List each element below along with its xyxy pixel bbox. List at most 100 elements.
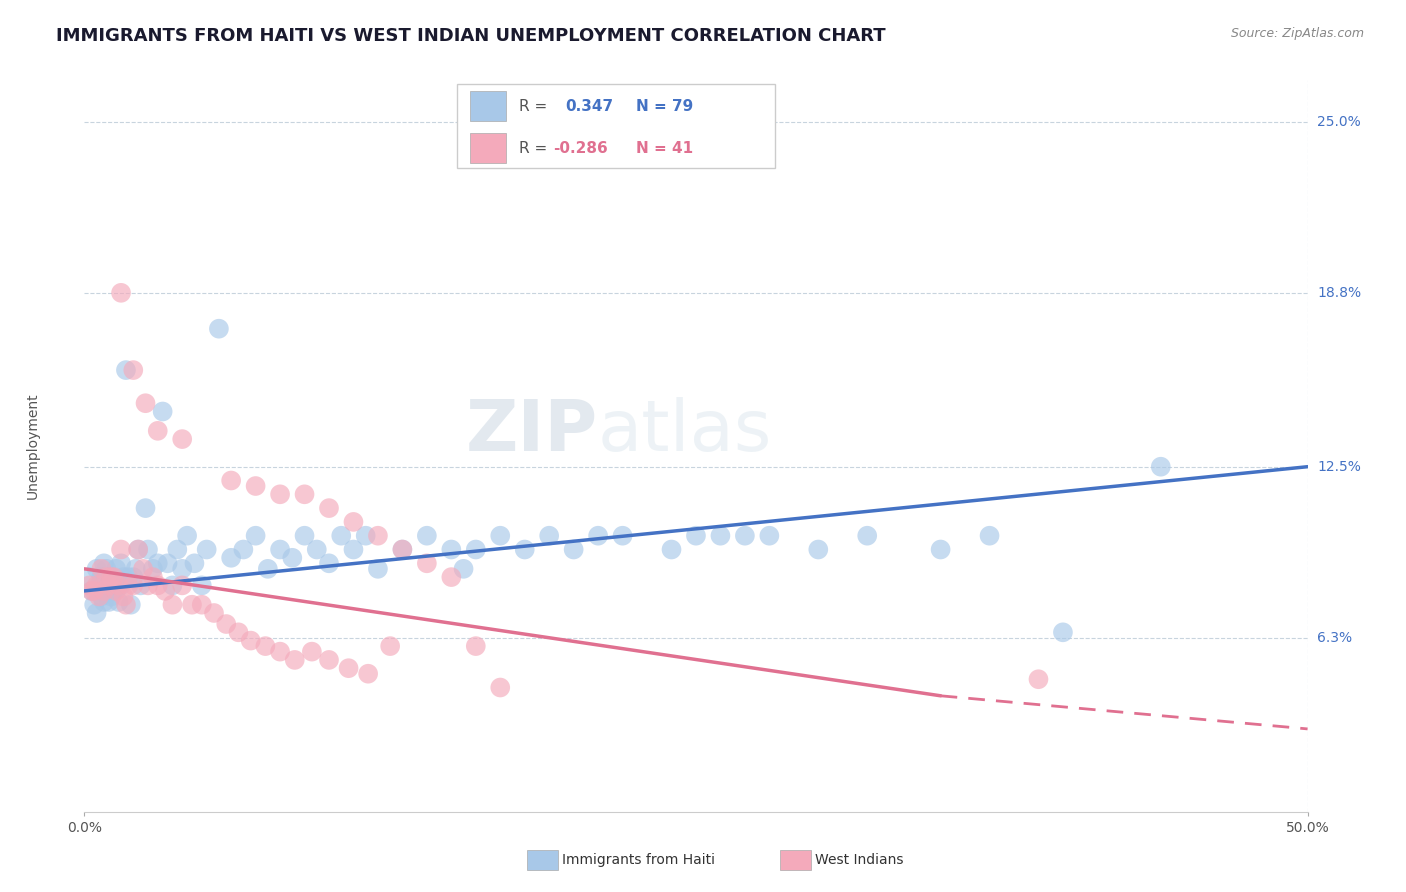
Text: Source: ZipAtlas.com: Source: ZipAtlas.com bbox=[1230, 27, 1364, 40]
Text: Immigrants from Haiti: Immigrants from Haiti bbox=[562, 853, 716, 867]
Point bbox=[1052, 625, 1074, 640]
Point bbox=[337, 661, 360, 675]
Point bbox=[354, 529, 377, 543]
Point bbox=[122, 363, 145, 377]
Point bbox=[191, 578, 214, 592]
Point bbox=[228, 625, 250, 640]
Point bbox=[538, 529, 561, 543]
Point bbox=[136, 542, 159, 557]
Point bbox=[685, 529, 707, 543]
Point bbox=[245, 479, 267, 493]
Point bbox=[117, 570, 139, 584]
Point bbox=[112, 570, 135, 584]
Text: N = 41: N = 41 bbox=[636, 141, 693, 155]
Point bbox=[83, 583, 105, 598]
Point bbox=[979, 529, 1001, 543]
Point bbox=[239, 633, 262, 648]
Point bbox=[86, 578, 108, 592]
Point bbox=[129, 578, 152, 592]
Point bbox=[115, 598, 138, 612]
Point bbox=[142, 570, 165, 584]
Point bbox=[87, 578, 110, 592]
Point bbox=[416, 557, 439, 571]
Point bbox=[136, 578, 159, 592]
Text: R =: R = bbox=[519, 141, 551, 155]
Point bbox=[586, 529, 609, 543]
Point bbox=[464, 542, 486, 557]
Point bbox=[162, 578, 184, 592]
Point bbox=[110, 285, 132, 300]
Point bbox=[513, 542, 536, 557]
Point bbox=[146, 424, 169, 438]
Point bbox=[86, 562, 108, 576]
Point bbox=[391, 542, 413, 557]
Point bbox=[219, 474, 242, 488]
Point bbox=[208, 321, 231, 335]
Point bbox=[709, 529, 731, 543]
Point bbox=[86, 606, 108, 620]
Point bbox=[127, 542, 149, 557]
Point bbox=[489, 681, 512, 695]
Point bbox=[80, 583, 103, 598]
Point bbox=[342, 515, 364, 529]
Point bbox=[117, 578, 139, 592]
Point bbox=[110, 557, 132, 571]
Text: -0.286: -0.286 bbox=[553, 141, 607, 155]
Point bbox=[929, 542, 952, 557]
Point bbox=[132, 562, 155, 576]
Point bbox=[734, 529, 756, 543]
Point bbox=[152, 404, 174, 418]
Point bbox=[254, 639, 277, 653]
Point bbox=[93, 557, 115, 571]
Point bbox=[80, 583, 103, 598]
Point bbox=[93, 595, 115, 609]
Point bbox=[103, 583, 125, 598]
Point bbox=[416, 529, 439, 543]
Point bbox=[294, 529, 316, 543]
Point bbox=[489, 529, 512, 543]
Point bbox=[97, 595, 120, 609]
Point bbox=[181, 598, 204, 612]
Text: 12.5%: 12.5% bbox=[1317, 459, 1361, 474]
Point bbox=[77, 570, 100, 584]
Point bbox=[103, 570, 125, 584]
Point bbox=[856, 529, 879, 543]
Point bbox=[83, 598, 105, 612]
Point bbox=[115, 363, 138, 377]
Point bbox=[146, 557, 169, 571]
Point bbox=[100, 570, 122, 584]
Point bbox=[330, 529, 353, 543]
Point bbox=[219, 550, 242, 565]
Text: 6.3%: 6.3% bbox=[1317, 631, 1353, 645]
Point bbox=[105, 562, 128, 576]
Point bbox=[135, 396, 157, 410]
Point bbox=[807, 542, 830, 557]
Point bbox=[232, 542, 254, 557]
Point bbox=[215, 617, 238, 632]
Point bbox=[77, 578, 100, 592]
Point bbox=[176, 529, 198, 543]
Bar bbox=[470, 91, 506, 120]
Point bbox=[90, 570, 112, 584]
Text: atlas: atlas bbox=[598, 397, 772, 466]
Point bbox=[96, 570, 118, 584]
Bar bbox=[470, 134, 506, 162]
Point bbox=[183, 557, 205, 571]
Point bbox=[453, 562, 475, 576]
Point bbox=[301, 645, 323, 659]
Point bbox=[97, 578, 120, 592]
Text: 18.8%: 18.8% bbox=[1317, 285, 1361, 300]
Point bbox=[318, 557, 340, 571]
Point bbox=[758, 529, 780, 543]
Point bbox=[97, 578, 120, 592]
Point bbox=[440, 570, 463, 584]
Point bbox=[120, 598, 142, 612]
Point bbox=[294, 487, 316, 501]
Point bbox=[156, 557, 179, 571]
Text: N = 79: N = 79 bbox=[636, 98, 693, 113]
Point bbox=[305, 542, 328, 557]
Point bbox=[391, 542, 413, 557]
Point bbox=[127, 542, 149, 557]
Point bbox=[125, 562, 148, 576]
Point bbox=[281, 550, 304, 565]
